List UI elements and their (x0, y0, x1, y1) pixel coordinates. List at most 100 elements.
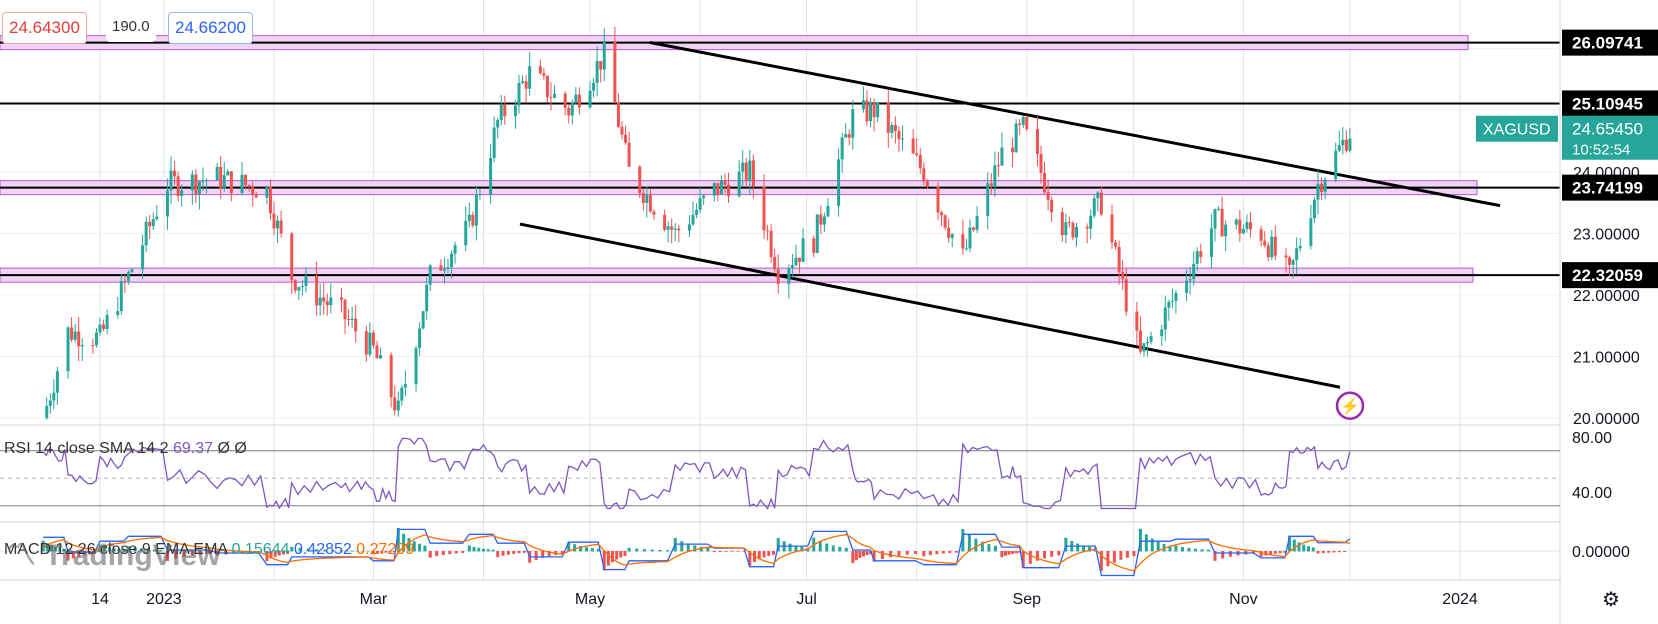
time-axis-label: Nov (1229, 591, 1257, 608)
macd-histogram-bar (1306, 546, 1310, 552)
candle-body (964, 248, 968, 250)
candle-body (105, 315, 109, 329)
candle-body (421, 311, 425, 329)
macd-histogram-bar (838, 546, 842, 552)
macd-histogram-bar (146, 548, 150, 552)
channel-upper-trendline[interactable] (649, 40, 1501, 208)
candle-body (205, 180, 209, 182)
candle-body (165, 190, 169, 217)
macd-histogram-bar (686, 543, 690, 552)
candle-body (98, 324, 102, 333)
candle-body (521, 81, 525, 83)
candle-body (702, 195, 706, 199)
rsi-legend[interactable]: RSI 14 close SMA 14 2 69.37 Ø Ø (4, 440, 247, 458)
macd-histogram-bar (724, 551, 728, 552)
macd-histogram-bar (376, 551, 380, 554)
bid-price-box[interactable]: 24.64300 (2, 12, 87, 44)
candle-body (478, 194, 482, 196)
candle-body (1174, 293, 1178, 301)
candle-body (567, 107, 571, 116)
macd-histogram-bar (384, 551, 388, 553)
macd-histogram-bar (974, 538, 978, 552)
candle-body (318, 297, 322, 306)
macd-histogram-bar (103, 546, 107, 552)
macd-histogram-bar (232, 551, 236, 554)
candle-body (364, 331, 368, 355)
macd-histogram-bar (854, 551, 858, 561)
macd-histogram-bar (331, 550, 335, 552)
candle-body (588, 90, 592, 108)
macd-histogram-bar (1259, 551, 1263, 557)
macd-histogram-bar (1050, 551, 1054, 557)
macd-histogram-bar (560, 551, 564, 555)
candle-body (1050, 199, 1054, 213)
flash-event-icon-glyph: ⚡ (1340, 397, 1360, 416)
macd-histogram-bar (757, 551, 761, 560)
macd-histogram-bar (62, 548, 66, 552)
macd-signal-line (42, 533, 1351, 572)
candle-body (1035, 129, 1039, 154)
macd-histogram-bar (380, 551, 384, 554)
candle-body (570, 102, 574, 116)
flash-event-icon[interactable] (1335, 391, 1365, 420)
macd-histogram-bar (306, 548, 310, 552)
ask-price-box[interactable]: 24.66200 (168, 12, 253, 44)
candle-body (489, 158, 493, 195)
macd-histogram-bar (277, 551, 281, 556)
macd-histogram-bar (831, 545, 835, 552)
macd-histogram-bar (1064, 537, 1068, 552)
symbol-badge-text: XAGUSD (1483, 122, 1551, 139)
macd-histogram-bar (133, 547, 137, 552)
macd-histogram-bar (606, 551, 610, 566)
macd-histogram-bar (865, 551, 869, 556)
rsi-ma1: Ø (217, 440, 230, 457)
candle-body (869, 102, 873, 122)
candle-body (70, 327, 74, 340)
channel-lower-trendline[interactable] (519, 222, 1341, 389)
macd-histogram-bar (355, 550, 359, 552)
candle-body (297, 287, 301, 291)
candle-body (602, 41, 606, 70)
macd-histogram-bar (712, 551, 716, 553)
macd-histogram-bar (1311, 547, 1315, 552)
macd-axis-tick-label: 0.00000 (1572, 544, 1630, 561)
level-price-badge-text: 23.74199 (1572, 179, 1643, 198)
candle-body (996, 165, 1000, 167)
candle-body (1011, 147, 1015, 153)
candle-body (972, 227, 976, 230)
candle-body (1067, 222, 1071, 224)
macd-histogram-bar (771, 551, 775, 555)
symbol-badge[interactable] (1476, 115, 1558, 142)
macd-histogram-bar (1332, 551, 1336, 553)
macd-histogram-bar (448, 551, 452, 555)
candle-body (1000, 147, 1004, 166)
candle-body (176, 176, 180, 196)
candle-body (52, 392, 56, 401)
candle-body (496, 120, 500, 128)
candle-body (1160, 329, 1164, 337)
candle-body (1039, 153, 1043, 174)
macd-histogram-bar (1099, 551, 1103, 572)
candle-body (1220, 208, 1224, 237)
candle-body (641, 193, 645, 203)
candle-body (244, 174, 248, 186)
macd-histogram-bar (941, 551, 945, 554)
macd-legend[interactable]: MACD 12 26 close 9 EMA EMA 0.15644 0.428… (4, 541, 414, 559)
macd-histogram-bar (1057, 551, 1061, 556)
macd-histogram-bar (423, 545, 427, 552)
price-axis-tick-label: 22.00000 (1573, 288, 1640, 305)
candle-body (748, 160, 752, 182)
macd-histogram-bar (1321, 551, 1325, 554)
candle-body (1284, 255, 1288, 258)
macd-histogram-bar (122, 549, 126, 552)
candle-body (1348, 138, 1352, 151)
price-axis-tick-label: 20.00000 (1573, 411, 1640, 428)
macd-title: MACD 12 26 close 9 EMA EMA (4, 541, 228, 558)
macd-histogram-bar (58, 547, 62, 552)
candle-body (787, 267, 791, 284)
candle-body (240, 174, 244, 194)
macd-histogram-bar (541, 551, 545, 558)
time-axis-label: 14 (91, 591, 109, 608)
macd-histogram-bar (1221, 551, 1225, 559)
